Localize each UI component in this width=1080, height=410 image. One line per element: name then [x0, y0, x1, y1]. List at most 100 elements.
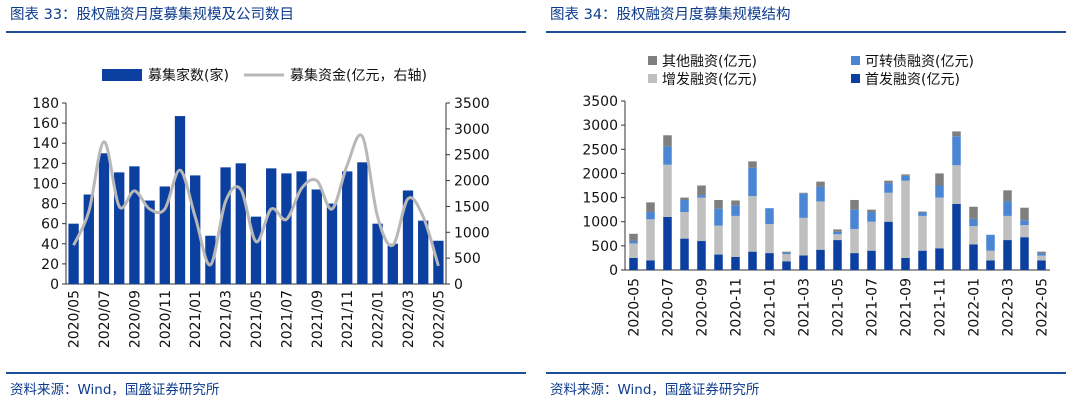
x-tick-label: 2022/03 [401, 290, 417, 348]
stack-segment-3-2022/05 [1037, 251, 1046, 254]
y-left-tick-label: 0 [50, 277, 59, 293]
bar-count-2021/06 [266, 168, 277, 284]
bar-count-2020/05 [68, 223, 79, 284]
legend-swatch-bar [102, 69, 142, 81]
legend-swatch-0 [851, 74, 860, 83]
stack-segment-1-2020/08 [680, 212, 689, 239]
line-amount-series [72, 133, 440, 267]
x-tick-label: 2020-09 [695, 278, 711, 337]
x-tick-label: 2021/11 [340, 290, 356, 348]
x-tick-label: 2021/01 [188, 290, 204, 348]
stack-segment-2-2021/02 [782, 252, 791, 255]
x-tick-label: 2022-03 [1001, 278, 1017, 337]
stack-segment-2-2021/11 [935, 185, 944, 198]
stack-segment-0-2020/06 [646, 260, 655, 270]
legend-label-1: 增发融资(亿元) [662, 72, 757, 88]
left-bottom-rule [6, 372, 526, 374]
stack-segment-3-2021/04 [816, 181, 825, 187]
right-bottom-rule [546, 372, 1066, 374]
x-tick-label: 2022/05 [431, 290, 447, 348]
y-left-tick-label: 60 [41, 217, 59, 233]
stack-segment-0-2021/02 [782, 261, 791, 270]
stack-segment-3-2021/05 [833, 229, 842, 232]
x-tick-label: 2021/07 [279, 290, 295, 348]
stack-segment-0-2020/09 [697, 241, 706, 270]
bar-count-2022/03 [402, 190, 414, 284]
stack-segment-3-2020/11 [731, 200, 740, 206]
stack-segment-1-2020/10 [714, 225, 723, 255]
bar-count-2021/10 [326, 203, 338, 284]
right-figure-title: 图表 34：股权融资月度募集规模结构 [550, 7, 791, 23]
x-tick-label: 2020-05 [627, 278, 643, 337]
stack-segment-2-2021/08 [884, 183, 893, 193]
x-tick-label: 2021/03 [219, 290, 235, 348]
bar-count-2020/12 [174, 116, 186, 284]
legend-label-0: 首发融资(亿元) [865, 72, 960, 88]
x-tick-label: 2022-05 [1035, 278, 1051, 337]
stack-segment-1-2022/01 [969, 226, 978, 245]
stack-segment-1-2021/09 [901, 180, 910, 258]
y-left-tick-label: 120 [32, 156, 59, 172]
stack-segment-1-2021/12 [952, 165, 961, 204]
y-left-tick-label: 80 [41, 197, 59, 213]
x-tick-label: 2021-09 [899, 278, 915, 337]
stack-segment-0-2021/04 [816, 249, 825, 270]
legend-label-bar: 募集家数(家) [148, 67, 229, 84]
stack-segment-0-2020/08 [680, 238, 689, 270]
left-top-rule [6, 31, 526, 33]
stack-segment-2-2021/09 [901, 175, 910, 181]
stack-segment-3-2022/01 [969, 206, 978, 219]
left-figure-title: 图表 33：股权融资月度募集规模及公司数目 [10, 7, 295, 23]
stack-segment-0-2020/10 [714, 254, 723, 270]
stack-segment-2-2020/12 [748, 167, 757, 197]
stack-segment-0-2021/11 [935, 248, 944, 270]
stack-segment-3-2020/06 [646, 202, 655, 213]
stack-segment-1-2021/02 [782, 254, 791, 262]
bar-count-2021/05 [250, 216, 262, 284]
legend-label-2: 可转债融资(亿元) [865, 54, 974, 70]
stack-segment-1-2021/06 [850, 228, 859, 254]
left-figure-panel: 图表 33：股权融资月度募集规模及公司数目 0 20 40 60 80 100 120 140… [6, 7, 526, 398]
stack-segment-2-2020/07 [663, 146, 672, 165]
right-source-note: 资料来源：Wind，国盛证券研究所 [550, 382, 760, 398]
stack-segment-0-2020/12 [748, 251, 757, 270]
stack-segment-0-2021/12 [952, 203, 961, 270]
stack-segment-2-2021/10 [918, 212, 927, 216]
stack-segment-2-2021/06 [850, 209, 859, 229]
y-right-tick-label: 0 [454, 277, 463, 293]
stack-segment-1-2021/10 [918, 215, 927, 251]
x-tick-label: 2021-03 [797, 278, 813, 337]
stack-segment-1-2022/05 [1037, 255, 1046, 261]
stack-segment-2-2022/01 [969, 218, 978, 227]
left-chart: 0 20 40 60 80 100 120 140 160 180 0 500 1000 1500 2000… [32, 67, 490, 348]
legend-swatch-1 [648, 74, 657, 83]
stack-segment-1-2020/07 [663, 164, 672, 217]
x-tick-label: 2020/07 [97, 290, 113, 348]
stack-segment-1-2020/11 [731, 215, 740, 257]
stack-segment-3-2020/07 [663, 135, 672, 147]
right-top-rule [546, 31, 1066, 33]
y-tick-label: 0 [609, 263, 618, 279]
stack-segment-3-2022/04 [1020, 207, 1029, 221]
stack-segment-3-2021/12 [952, 131, 961, 137]
legend-label-3: 其他融资(亿元) [662, 54, 757, 70]
stack-segment-2-2020/06 [646, 212, 655, 220]
stack-segment-0-2021/10 [918, 250, 927, 270]
y-right-tick-label: 2500 [454, 148, 490, 164]
bar-count-2021/01 [190, 175, 201, 284]
y-left-tick-label: 140 [32, 136, 59, 152]
y-left-tick-label: 20 [41, 257, 59, 273]
y-tick-label: 1000 [582, 215, 618, 231]
y-right-tick-label: 1000 [454, 225, 490, 241]
stack-segment-3-2021/06 [850, 199, 859, 210]
stack-segment-3-2022/03 [1003, 190, 1012, 202]
y-tick-label: 500 [591, 239, 618, 255]
bar-count-2020/08 [114, 172, 125, 284]
stack-segment-3-2021/03 [799, 192, 808, 194]
bar-count-2022/01 [372, 223, 383, 284]
bar-count-2022/04 [418, 220, 429, 284]
stack-segment-0-2022/02 [986, 260, 995, 270]
stack-segment-1-2022/03 [1003, 215, 1012, 241]
stack-segment-2-2021/07 [867, 212, 876, 222]
stack-segment-0-2022/01 [969, 244, 978, 270]
